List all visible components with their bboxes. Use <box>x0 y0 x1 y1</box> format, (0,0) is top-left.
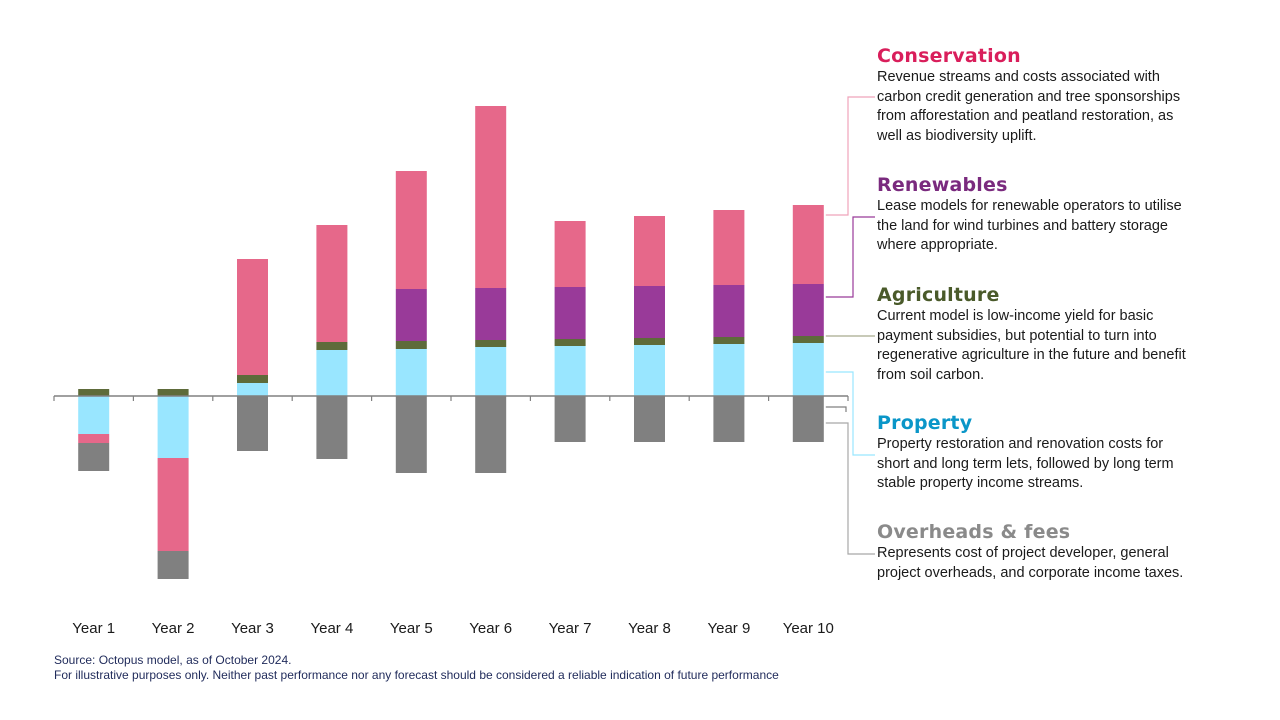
desc-line: where appropriate. <box>877 237 998 254</box>
x-tick-label: Year 3 <box>231 620 274 637</box>
bar-agriculture-year-10 <box>792 336 824 343</box>
desc-line: Lease models for renewable operators to … <box>877 198 1182 214</box>
desc-line: payment subsidies, but potential to turn… <box>877 327 1157 344</box>
bar-overheads-fees-year-1 <box>78 443 110 471</box>
bar-overheads-fees-year-6 <box>475 396 507 473</box>
legend-desc-agriculture: Current model is low-income yield for ba… <box>877 307 1237 385</box>
desc-line: Current model is low-income yield for ba… <box>877 308 1154 324</box>
bar-agriculture-year-3 <box>237 375 268 383</box>
x-tick-label: Year 1 <box>72 620 115 637</box>
bar-conservation-year-8 <box>634 216 665 286</box>
bar-conservation-year-4 <box>316 225 348 342</box>
bar-conservation-year-5 <box>395 171 427 289</box>
bar-conservation-year-6 <box>475 106 507 288</box>
desc-line: the land for wind turbines and battery s… <box>877 217 1168 234</box>
x-tick-label: Year 9 <box>707 620 750 637</box>
x-tick-label: Year 2 <box>152 620 195 637</box>
desc-line: Revenue streams and costs associated wit… <box>877 69 1160 85</box>
x-tick-label: Year 7 <box>549 620 592 637</box>
disclaimer-note: For illustrative purposes only. Neither … <box>54 668 779 682</box>
desc-line: stable property income streams. <box>877 475 1084 492</box>
bar-property-year-10 <box>792 343 824 396</box>
desc-line: Property restoration and renovation cost… <box>877 436 1164 452</box>
desc-line: from soil carbon. <box>877 366 985 383</box>
desc-line: Represents cost of project developer, ge… <box>877 545 1169 561</box>
bar-overheads-fees-year-4 <box>316 396 348 459</box>
legend-title-property: Property <box>877 412 973 434</box>
source-note: Source: Octopus model, as of October 202… <box>54 653 292 667</box>
bar-conservation-year-1 <box>78 434 110 443</box>
x-tick-label: Year 4 <box>310 620 353 637</box>
legend-renewables: Renewables Lease models for renewable op… <box>877 173 1237 256</box>
bar-agriculture-year-4 <box>316 342 348 350</box>
legend-property: Property Property restoration and renova… <box>877 411 1237 494</box>
x-tick-label: Year 5 <box>390 620 433 637</box>
bar-property-year-5 <box>395 349 427 396</box>
bar-conservation-year-9 <box>713 210 745 285</box>
desc-line: carbon credit generation and tree sponso… <box>877 88 1181 105</box>
legend-desc-conservation: Revenue streams and costs associated wit… <box>877 68 1237 146</box>
bar-overheads-fees-year-5 <box>395 396 427 473</box>
bar-agriculture-year-9 <box>713 337 745 344</box>
bar-agriculture-year-1 <box>78 389 110 396</box>
bar-overheads-fees-year-8 <box>634 396 665 442</box>
bar-agriculture-year-6 <box>475 340 507 347</box>
bar-conservation-year-2 <box>157 458 189 551</box>
bar-renewables-year-10 <box>792 284 824 336</box>
bar-conservation-year-3 <box>237 259 268 375</box>
bar-renewables-year-5 <box>395 289 427 341</box>
connector-overheads <box>825 422 875 555</box>
bar-overheads-fees-year-9 <box>713 396 745 442</box>
legend-title-conservation: Conservation <box>877 45 1021 67</box>
x-tick-label: Year 6 <box>469 620 512 637</box>
connector-renewables <box>825 216 875 298</box>
legend-conservation: Conservation Revenue streams and costs a… <box>877 44 1237 146</box>
legend-title-renewables: Renewables <box>877 174 1008 196</box>
bar-property-year-2 <box>157 396 189 458</box>
legend-agriculture: Agriculture Current model is low-income … <box>877 283 1237 385</box>
legend-overheads: Overheads & fees Represents cost of proj… <box>877 520 1237 583</box>
desc-line: from afforestation and peatland restorat… <box>877 108 1174 125</box>
connector-conservation <box>825 96 875 216</box>
bar-property-year-3 <box>237 383 268 396</box>
x-tick-label: Year 10 <box>783 620 834 637</box>
desc-line: project overheads, and corporate income … <box>877 564 1184 581</box>
connector-axis <box>825 406 847 412</box>
legend-title-overheads: Overheads & fees <box>877 521 1071 543</box>
legend-title-agriculture: Agriculture <box>877 284 1000 306</box>
bar-property-year-6 <box>475 347 507 396</box>
bar-property-year-1 <box>78 396 110 434</box>
legend-desc-overheads: Represents cost of project developer, ge… <box>877 544 1237 583</box>
desc-line: regenerative agriculture in the future a… <box>877 347 1186 364</box>
bar-agriculture-year-8 <box>634 338 665 345</box>
bar-agriculture-year-5 <box>395 341 427 349</box>
desc-line: well as biodiversity uplift. <box>877 127 1037 144</box>
connector-property <box>825 371 875 456</box>
bar-property-year-9 <box>713 344 745 396</box>
bar-overheads-fees-year-10 <box>792 396 824 442</box>
bar-property-year-4 <box>316 350 348 396</box>
bar-property-year-8 <box>634 345 665 396</box>
bar-overheads-fees-year-7 <box>554 396 586 442</box>
bar-agriculture-year-7 <box>554 339 586 346</box>
bar-conservation-year-7 <box>554 221 586 287</box>
bar-renewables-year-6 <box>475 288 507 340</box>
legend-desc-property: Property restoration and renovation cost… <box>877 435 1237 494</box>
bar-renewables-year-9 <box>713 285 745 337</box>
bar-overheads-fees-year-3 <box>237 396 268 451</box>
bar-property-year-7 <box>554 346 586 396</box>
bar-conservation-year-10 <box>792 205 824 284</box>
bar-agriculture-year-2 <box>157 389 189 396</box>
bar-overheads-fees-year-2 <box>157 551 189 579</box>
legend-desc-renewables: Lease models for renewable operators to … <box>877 197 1237 256</box>
bar-renewables-year-8 <box>634 286 665 338</box>
x-tick-label: Year 8 <box>628 620 671 637</box>
desc-line: short and long term lets, followed by lo… <box>877 455 1174 472</box>
bar-renewables-year-7 <box>554 287 586 339</box>
